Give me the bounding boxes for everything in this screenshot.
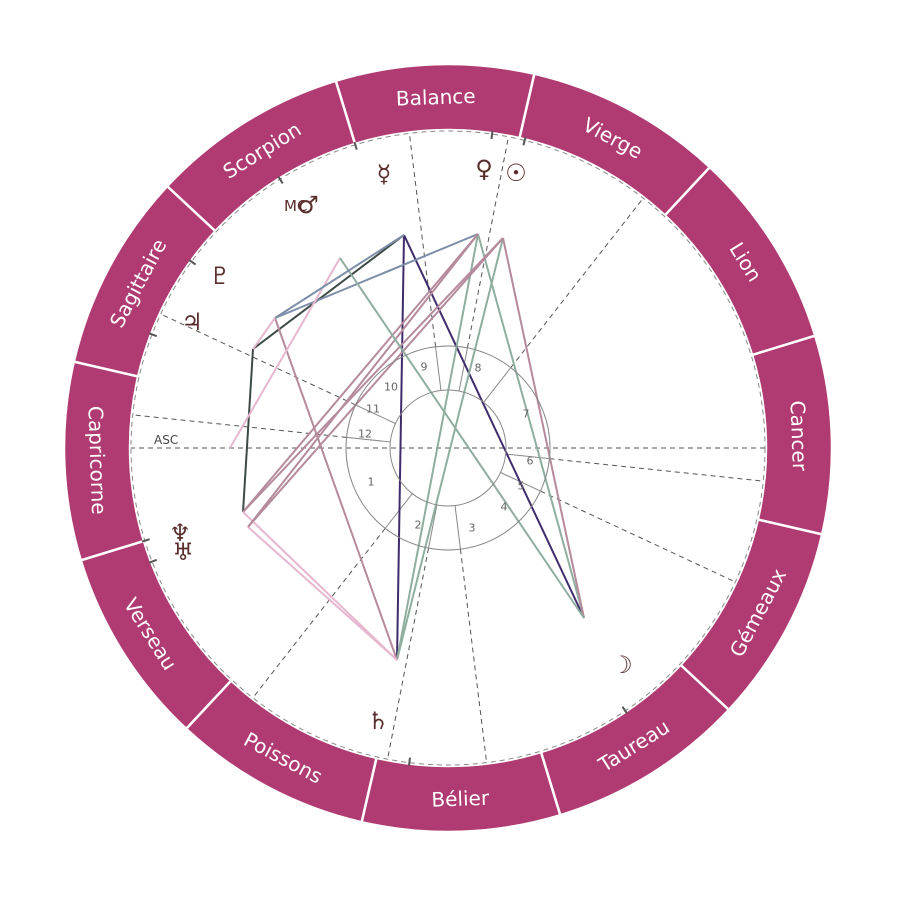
house-cusp-inner	[454, 505, 461, 550]
sign-label-6: Bélier	[431, 786, 490, 812]
planet-tick	[353, 141, 358, 150]
sign-label-3: Cancer	[786, 400, 812, 472]
moon-icon: ☽	[611, 651, 633, 679]
aspect-line	[396, 233, 479, 661]
aspect-line	[242, 237, 504, 513]
house-number-4: 4	[501, 501, 508, 514]
aspect-line	[396, 234, 405, 661]
mercury-icon: ☿	[377, 160, 392, 188]
aspect-line	[274, 234, 405, 319]
house-cusp-inner	[505, 453, 550, 460]
mars-icon: ♂	[297, 191, 319, 219]
aspect-line	[252, 234, 405, 350]
neptune-icon: ♆	[169, 519, 191, 547]
planet-tick	[408, 757, 411, 766]
sun-icon: ☉	[505, 159, 527, 187]
aspect-line	[252, 317, 276, 350]
house-cusp-inner	[458, 347, 468, 392]
planet-tick	[148, 332, 158, 338]
house-number-3: 3	[469, 522, 476, 535]
planet-tick	[490, 130, 494, 140]
aspect-line	[247, 526, 398, 661]
mc-label: MC	[284, 197, 307, 215]
aspect-line	[274, 317, 398, 661]
house-cusps	[131, 133, 765, 763]
planet-tick	[148, 558, 158, 564]
house-cusp-inner	[435, 346, 442, 391]
house-cusp-inner	[428, 504, 438, 549]
jupiter-icon: ♃	[181, 308, 203, 336]
house-number-9: 9	[421, 361, 428, 374]
pluto-icon: ♇	[209, 262, 231, 290]
aspect-line	[247, 237, 504, 528]
aspect-lines	[229, 233, 585, 661]
planet-tick	[277, 176, 284, 184]
planet-tick	[621, 706, 628, 714]
aspect-line	[242, 348, 254, 513]
house-cusp-inner	[355, 404, 396, 424]
aspect-line	[229, 257, 341, 449]
house-number-1: 1	[368, 476, 375, 489]
planet-glyphs: ☿ ♀ ☉ ♂ ♇♃ ♆♅ ♄ ☽	[141, 130, 633, 766]
house-number-2: 2	[415, 519, 422, 532]
house-cusp-inner	[483, 367, 512, 403]
aspect-line	[242, 511, 398, 661]
zodiac-segment	[165, 79, 357, 233]
house-number-7: 7	[523, 408, 530, 421]
house-ring-outer	[345, 345, 551, 551]
aspect-line	[339, 257, 585, 619]
aspect-line	[396, 237, 504, 661]
aspect-line	[477, 233, 585, 619]
labels: ASC MC	[154, 197, 307, 447]
house-cusp-inner	[346, 436, 391, 443]
sign-label-9: Capricorne	[83, 405, 111, 515]
aspect-line	[274, 233, 479, 319]
saturn-icon: ♄	[367, 707, 389, 735]
aspect-line	[403, 234, 585, 619]
house-number-8: 8	[475, 362, 482, 375]
aspect-line	[242, 233, 479, 513]
house-number-11: 11	[366, 403, 380, 416]
house-number-5: 5	[518, 480, 525, 493]
house-number-12: 12	[358, 428, 372, 441]
house-number-6: 6	[527, 455, 534, 468]
planet-tick	[522, 137, 527, 146]
house-number-10: 10	[384, 381, 398, 394]
sign-label-0: Balance	[395, 84, 476, 111]
asc-label: ASC	[154, 433, 178, 447]
aspect-line	[247, 233, 479, 528]
house-ring-inner	[389, 389, 507, 507]
planet-tick	[188, 259, 197, 266]
aspect-line	[502, 237, 585, 619]
venus-icon: ♀	[475, 155, 493, 183]
zodiac-ring: BalanceViergeLionCancerGémeauxTaureauBél…	[62, 62, 834, 834]
planet-tick	[141, 538, 150, 543]
uranus-icon: ♅	[172, 538, 194, 566]
